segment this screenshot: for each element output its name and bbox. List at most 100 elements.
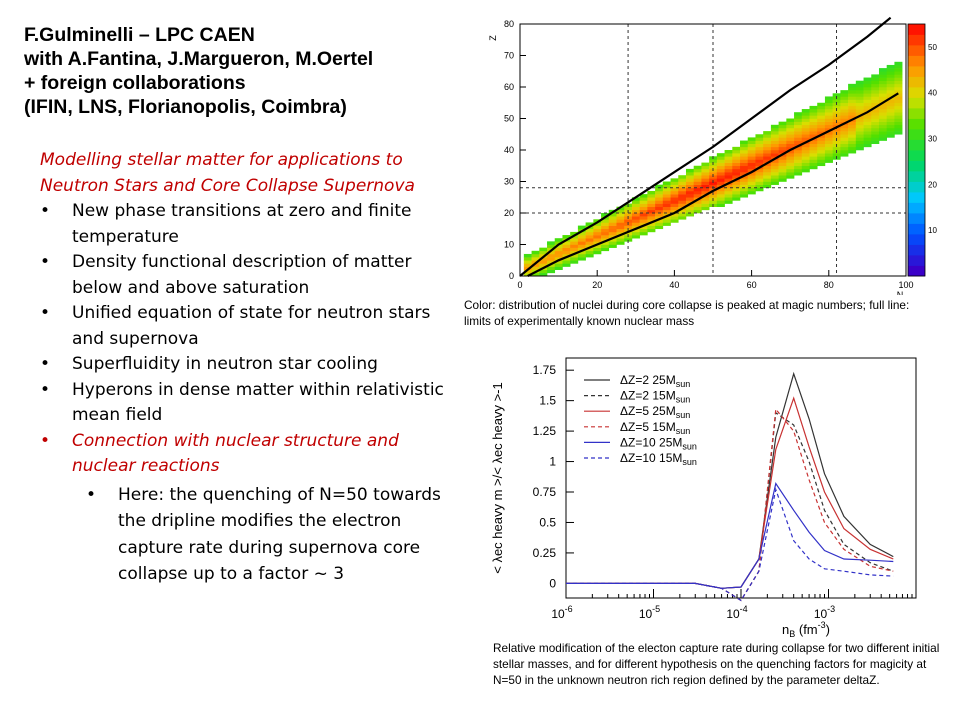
sub-bullet-item: • Here: the quenching of N=50 towards the… (40, 482, 460, 588)
heatmap-cell (716, 159, 725, 163)
bullet-dot: • (86, 484, 97, 505)
heatmap-cell (794, 168, 803, 173)
heatmap-cell (878, 90, 887, 94)
heatmap-cell (794, 153, 803, 157)
heatmap-cell (693, 194, 702, 198)
intro-text: Modelling stellar matter for application… (40, 150, 415, 196)
heatmap-cell (716, 172, 725, 176)
heatmap-cell (647, 209, 656, 214)
heatmap-cell (855, 87, 864, 91)
heatmap-cell (824, 124, 833, 129)
heatmap-cell (701, 165, 710, 170)
heatmap-cell (801, 124, 810, 129)
heatmap-cell (685, 178, 694, 182)
heatmap-cell (801, 168, 810, 173)
heatmap-cell (670, 209, 679, 214)
heatmap-cell (639, 228, 648, 233)
heatmap-cell (763, 175, 772, 179)
heatmap-cell (809, 127, 818, 132)
heatmap-cell (786, 137, 795, 141)
heatmap-cell (732, 146, 741, 151)
heatmap-cell (593, 228, 602, 233)
heatmap-cell (817, 121, 826, 126)
heatmap-cell (523, 272, 532, 277)
heatmap-cell (670, 187, 679, 192)
heatmap-cell (832, 127, 841, 132)
heatmap-cell (817, 102, 826, 107)
heatmap-cell (832, 121, 841, 126)
heatmap-cell (878, 96, 887, 100)
heatmap-cell (693, 203, 702, 207)
heatmap-cell (570, 257, 579, 261)
heatmap-cell (855, 143, 864, 148)
heatmap-cell (801, 146, 810, 151)
heatmap-cell (886, 115, 895, 119)
heatmap-cell (809, 112, 818, 116)
heatmap-cell (794, 162, 803, 167)
legend-label: ΔZ=5 25Msun (620, 404, 690, 420)
heatmap-cell (817, 105, 826, 110)
heatmap-cell (631, 228, 640, 233)
heatmap-cell (608, 213, 617, 217)
y-tick-label: 0.75 (533, 485, 557, 499)
y-tick-label: 0 (509, 271, 514, 281)
heatmap-cell (878, 93, 887, 97)
heatmap-cell (894, 71, 903, 75)
heatmap-cell (601, 228, 610, 233)
heatmap-cell (763, 172, 772, 176)
heatmap-cell (871, 83, 880, 88)
heatmap-cell (763, 168, 772, 173)
heatmap-cell (577, 235, 586, 239)
heatmap-cell (631, 231, 640, 236)
heatmap-cell (616, 216, 625, 220)
y-tick-label: 1.75 (533, 363, 557, 377)
left-text-column: Modelling stellar matter for application… (40, 148, 460, 588)
heatmap-cell (863, 99, 872, 104)
y-tick-label: 20 (504, 208, 514, 218)
heatmap-cell (724, 187, 733, 192)
y-tick-label: 70 (504, 51, 514, 61)
heatmap-cell (878, 71, 887, 75)
heatmap-cell (863, 109, 872, 113)
heatmap-cell (894, 124, 903, 129)
y-tick-label: 0.5 (539, 515, 556, 529)
heatmap-cell (886, 83, 895, 88)
heatmap-cell (608, 225, 617, 230)
heatmap-cell (601, 231, 610, 236)
colorbar-tick-label: 10 (928, 226, 937, 235)
heatmap-cell (655, 184, 664, 189)
heatmap-cell (786, 118, 795, 122)
heatmap-cell (855, 127, 864, 132)
heatmap-cell (631, 206, 640, 211)
heatmap-cell (562, 263, 571, 267)
heatmap-cell (817, 137, 826, 141)
heatmap-cell (817, 118, 826, 122)
y-tick-label: 10 (504, 240, 514, 250)
heatmap-cell (701, 175, 710, 179)
heatmap-cell (878, 134, 887, 138)
heatmap-cell (848, 150, 857, 154)
bullet-text: Unified equation of state for neutron st… (72, 303, 431, 349)
heatmap-cell (740, 172, 749, 176)
heatmap-cell (531, 266, 540, 270)
heatmap-cell (693, 190, 702, 195)
heatmap-cell (593, 231, 602, 236)
heatmap-cell (855, 102, 864, 107)
heatmap-cell (631, 200, 640, 204)
heatmap-cell (570, 238, 579, 242)
bullet-dot: • (40, 430, 51, 451)
y-tick-label: 1.5 (539, 394, 556, 408)
heatmap-cell (593, 235, 602, 239)
heatmap-cell (886, 87, 895, 91)
heatmap-cell (547, 260, 556, 264)
heatmap-cell (886, 68, 895, 72)
colorbar-bin (908, 118, 925, 130)
heatmap-cell (778, 156, 787, 160)
heatmap-cell (840, 134, 849, 138)
legend-label: ΔZ=2 25Msun (620, 373, 690, 389)
heatmap-cell (840, 93, 849, 97)
heatmap-cell (624, 231, 633, 236)
heatmap-cell (724, 150, 733, 154)
heatmap-cell (755, 137, 764, 141)
heatmap-cell (878, 112, 887, 116)
